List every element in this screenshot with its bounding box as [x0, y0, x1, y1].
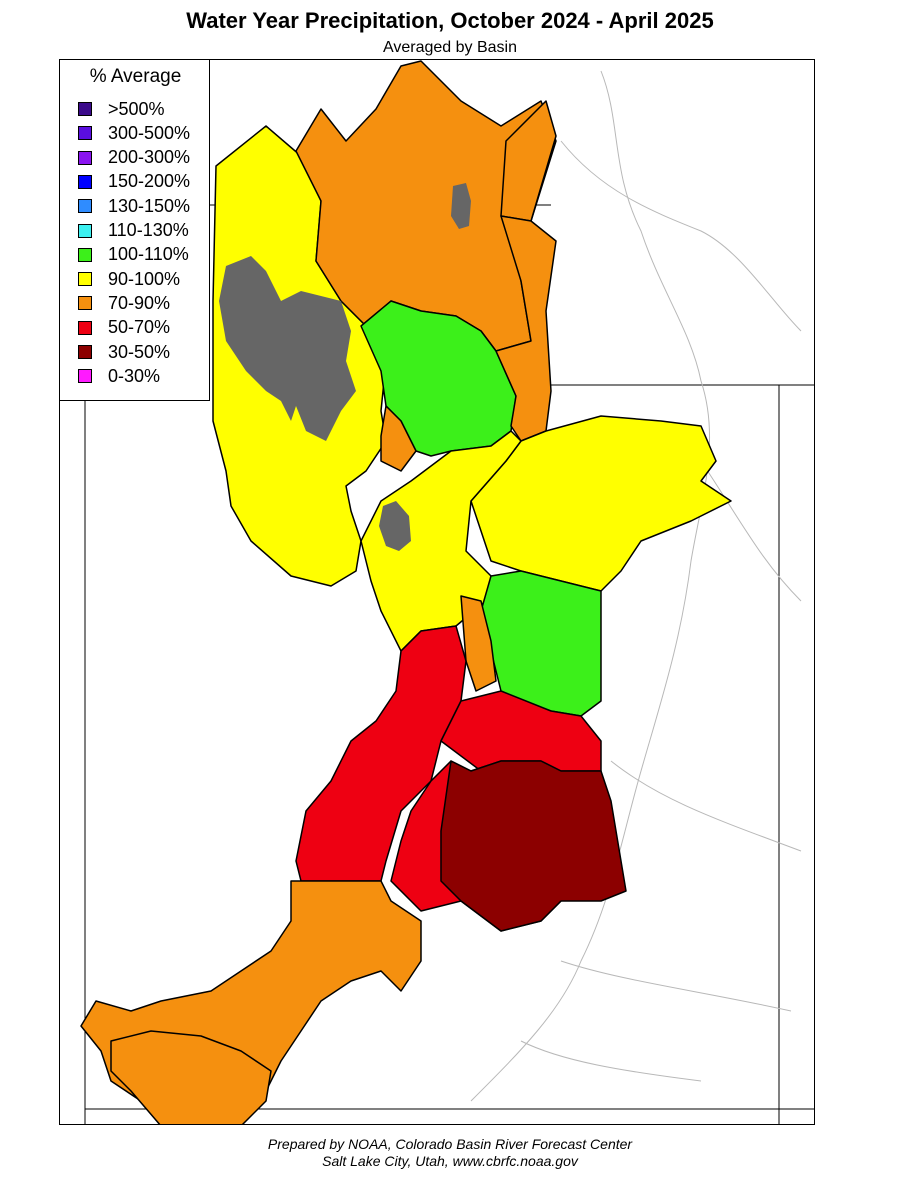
basin-red-southeast	[440, 760, 627, 932]
basin-east-large	[470, 415, 732, 592]
legend-label: 110-130%	[108, 220, 189, 240]
rivers	[450, 70, 802, 1102]
legend-item: 30-50%	[78, 341, 170, 363]
legend-label: 150-200%	[108, 171, 191, 192]
legend-swatch	[78, 320, 92, 335]
footer-credit: Prepared by NOAA, Colorado Basin River F…	[267, 1136, 633, 1152]
map-subtitle: Averaged by Basin	[382, 39, 517, 56]
legend-swatch	[78, 369, 92, 384]
legend-swatch	[78, 296, 92, 311]
legend-item: 100-110%	[78, 244, 189, 266]
legend-item: 50-70%	[78, 317, 170, 339]
legend-item: 200-300%	[78, 147, 190, 169]
basin-center-yellow-a	[380, 405, 417, 472]
great-salt-lake-icon	[219, 256, 356, 441]
legend-swatch	[78, 174, 92, 189]
legend-label: >500%	[108, 98, 165, 119]
legend-label: 50-70%	[108, 317, 171, 338]
legend-item: 300-500%	[78, 122, 190, 144]
legend-label: 200-300%	[108, 147, 191, 168]
legend-label: 0-30%	[108, 365, 161, 386]
basin-northeast-green	[500, 100, 557, 222]
map-title: Water Year Precipitation, October 2024 -…	[186, 8, 714, 33]
legend-swatch	[78, 247, 92, 262]
legend-swatch	[78, 102, 92, 116]
legend-label: 30-50%	[108, 341, 171, 362]
legend-item: 130-150%	[78, 195, 190, 217]
legend-swatch	[78, 272, 92, 287]
legend-label: 100-110%	[108, 244, 189, 265]
legend-item: >500%	[78, 98, 165, 120]
utah-lake-icon	[379, 501, 411, 551]
basin-map	[60, 60, 814, 1124]
legend-swatch	[78, 199, 92, 214]
basin-middle-yellow	[360, 430, 522, 652]
basin-darkred-south	[110, 1030, 272, 1124]
footer: Prepared by NOAA, Colorado Basin River F…	[0, 1136, 900, 1170]
lakes	[219, 183, 471, 551]
legend-item: 90-100%	[78, 268, 180, 290]
legend-label: 300-500%	[108, 122, 191, 143]
legend-item: 70-90%	[78, 292, 170, 314]
bear-lake-icon	[451, 183, 471, 229]
legend-swatch	[78, 150, 92, 165]
legend: % Average >500% 300-500% 200-300% 150-200% 1…	[59, 59, 210, 401]
footer-location: Salt Lake City, Utah, www.cbrfc.noaa.gov	[322, 1153, 578, 1169]
legend-swatch	[78, 126, 92, 141]
legend-swatch	[78, 345, 92, 359]
map-frame	[59, 59, 815, 1125]
legend-label: 70-90%	[108, 292, 171, 313]
legend-swatch	[78, 223, 92, 238]
legend-item: 0-30%	[78, 365, 160, 387]
legend-title: % Average	[89, 66, 182, 87]
legend-item: 150-200%	[78, 171, 190, 193]
legend-label: 130-150%	[108, 195, 191, 216]
legend-item: 110-130%	[78, 220, 189, 242]
legend-label: 90-100%	[108, 268, 181, 289]
